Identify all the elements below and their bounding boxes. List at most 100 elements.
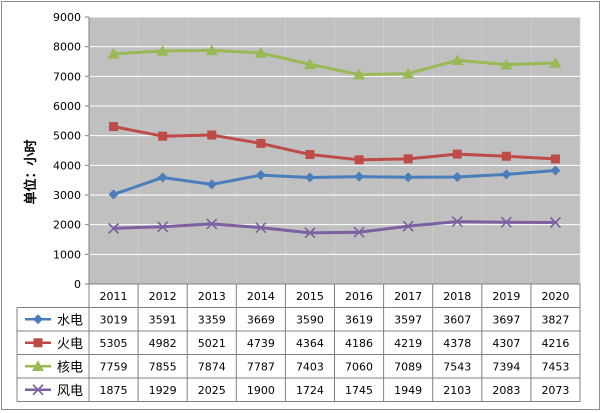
data-point [501,169,512,180]
data-point [254,46,267,58]
data-point [256,138,266,148]
data-label: 3591 [149,313,177,326]
data-point [549,216,562,229]
legend-label: 核电 [57,360,83,375]
data-label: 7874 [198,360,226,373]
data-label: 7787 [247,360,275,373]
data-label: 3669 [247,313,275,326]
y-tick-label: 3000 [53,189,81,202]
data-point [354,155,364,165]
series-line-4 [113,220,556,235]
x-tick-label: 2014 [247,290,275,303]
data-point [303,58,316,70]
legend-label: 水电 [57,313,83,328]
data-point [156,44,169,56]
data-label: 2073 [541,384,569,397]
data-label: 1929 [149,384,177,397]
data-point [402,220,414,232]
data-label: 2083 [492,384,520,397]
data-label: 7060 [345,360,373,373]
data-point [500,58,513,70]
data-label: 7089 [394,360,422,373]
data-point [158,131,168,141]
series-line-1 [113,168,556,196]
data-point [403,154,413,164]
data-point [206,179,217,190]
y-tick-label: 7000 [53,70,81,83]
data-point [205,44,218,56]
y-tick-label: 4000 [53,159,81,172]
x-tick-label: 2018 [443,290,471,303]
data-label: 2025 [198,384,226,397]
data-point [550,165,561,176]
x-tick-label: 2015 [296,290,324,303]
data-point [304,172,315,183]
legend-label: 火电 [57,337,83,352]
data-label: 3619 [345,313,373,326]
y-tick-label: 1000 [53,248,81,261]
data-label: 4186 [345,337,373,350]
data-point [549,56,562,68]
data-label: 7855 [149,360,177,373]
data-label: 1724 [296,384,324,397]
data-point [255,222,267,234]
data-point [353,226,365,238]
x-tick-label: 2017 [394,290,422,303]
data-label: 1875 [100,384,128,397]
x-tick-label: 2016 [345,290,373,303]
legend-marker [32,384,44,396]
data-point [353,68,366,80]
data-point [255,170,266,181]
legend-label: 风电 [57,384,83,399]
data-label: 7394 [492,360,520,373]
x-tick-label: 2019 [492,290,520,303]
series-line-2 [113,125,556,162]
data-point [452,149,462,159]
data-label: 3597 [394,313,422,326]
data-point [157,221,169,233]
data-label: 3019 [100,313,128,326]
y-axis-label: 单位：小时 [23,139,39,204]
data-label: 7403 [296,360,324,373]
legend-marker [33,338,43,348]
y-tick-label: 5000 [53,130,81,143]
data-label: 2103 [443,384,471,397]
data-point [304,227,316,239]
x-tick-label: 2012 [149,290,177,303]
data-label: 4739 [247,337,275,350]
x-tick-label: 2020 [541,290,569,303]
data-label: 4982 [149,337,177,350]
data-label: 7543 [443,360,471,373]
data-label: 3827 [541,313,569,326]
data-label: 4378 [443,337,471,350]
data-point [305,150,315,160]
data-point [452,171,463,182]
y-tick-label: 2000 [53,219,81,232]
legend-marker [32,360,44,372]
line-chart: 0 1000 2000 3000 4000 5000 6000 7000 8000 9000 201… [16,11,581,402]
data-label: 1949 [394,384,422,397]
data-label: 4216 [541,337,569,350]
data-point [157,172,168,183]
series-line-3 [113,48,556,77]
data-label: 3697 [492,313,520,326]
data-label: 3607 [443,313,471,326]
data-point [354,171,365,182]
data-label: 5021 [198,337,226,350]
data-point [108,189,119,200]
data-point [207,130,217,140]
x-tick-label: 2013 [198,290,226,303]
data-point [107,47,120,59]
data-label: 3590 [296,313,324,326]
data-label: 4219 [394,337,422,350]
y-tick-label: 0 [74,278,81,291]
data-point [501,151,511,161]
data-label: 7759 [100,360,128,373]
data-point [550,154,560,164]
data-label: 3359 [198,313,226,326]
data-point [500,216,512,228]
data-point [402,67,415,79]
legend-marker [33,314,43,325]
data-label: 1745 [345,384,373,397]
